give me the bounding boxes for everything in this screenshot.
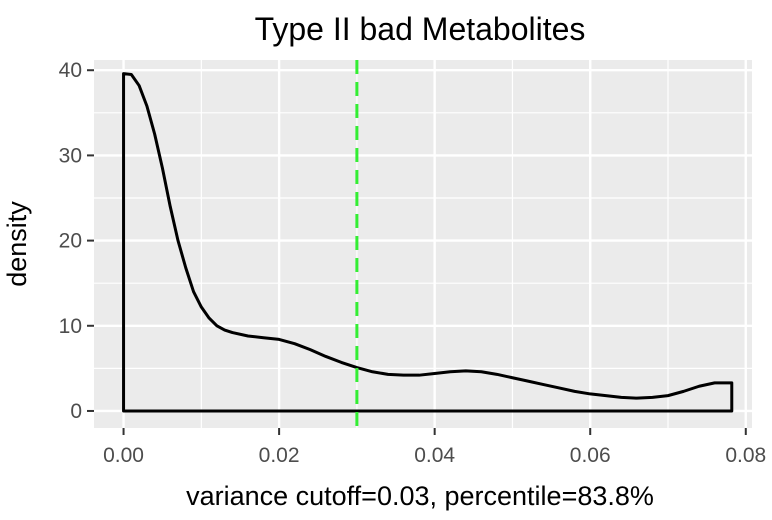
y-tick-label: 10 bbox=[59, 315, 82, 338]
y-tick-label: 40 bbox=[59, 59, 82, 82]
x-tick-label: 0.00 bbox=[103, 444, 144, 467]
minor-gridlines bbox=[94, 60, 752, 428]
y-tick-label: 30 bbox=[59, 144, 82, 167]
x-tick-label: 0.04 bbox=[414, 444, 455, 467]
chart-title: Type II bad Metabolites bbox=[255, 11, 586, 47]
y-axis: 0 10 20 30 40 bbox=[59, 59, 94, 423]
y-tick-label: 0 bbox=[70, 400, 82, 423]
density-curve bbox=[122, 72, 734, 413]
y-axis-title: density bbox=[2, 201, 32, 287]
x-axis: 0.00 0.02 0.04 0.06 0.08 bbox=[103, 428, 766, 467]
x-tick-label: 0.08 bbox=[725, 444, 766, 467]
x-tick-label: 0.02 bbox=[259, 444, 300, 467]
y-tick-label: 20 bbox=[59, 230, 82, 253]
x-axis-title: variance cutoff=0.03, percentile=83.8% bbox=[186, 481, 654, 511]
x-tick-label: 0.06 bbox=[570, 444, 611, 467]
plot-panel bbox=[94, 60, 752, 428]
